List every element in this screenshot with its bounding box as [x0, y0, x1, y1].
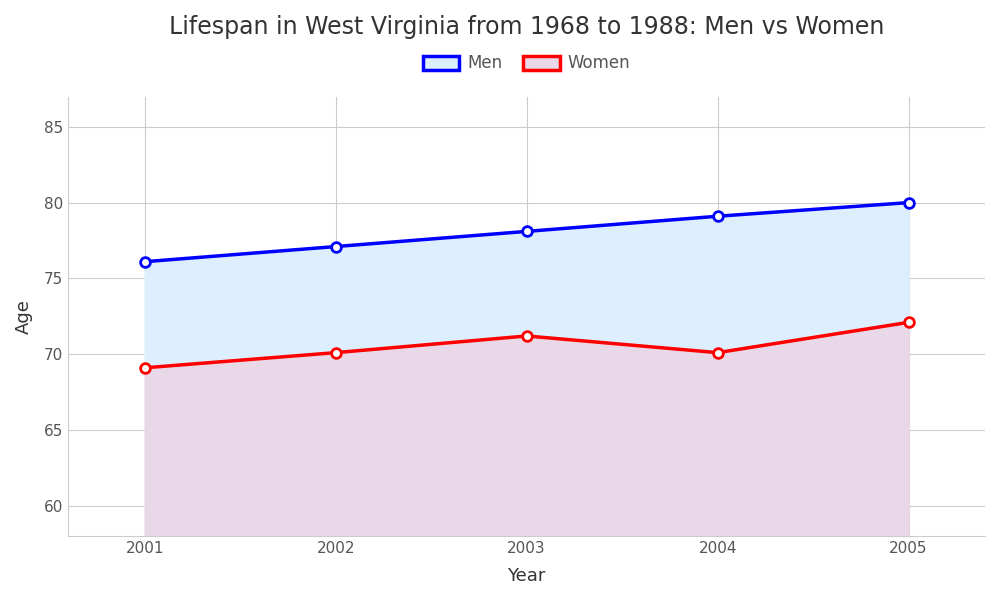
- X-axis label: Year: Year: [507, 567, 546, 585]
- Y-axis label: Age: Age: [15, 299, 33, 334]
- Legend: Men, Women: Men, Women: [416, 47, 637, 79]
- Title: Lifespan in West Virginia from 1968 to 1988: Men vs Women: Lifespan in West Virginia from 1968 to 1…: [169, 15, 884, 39]
